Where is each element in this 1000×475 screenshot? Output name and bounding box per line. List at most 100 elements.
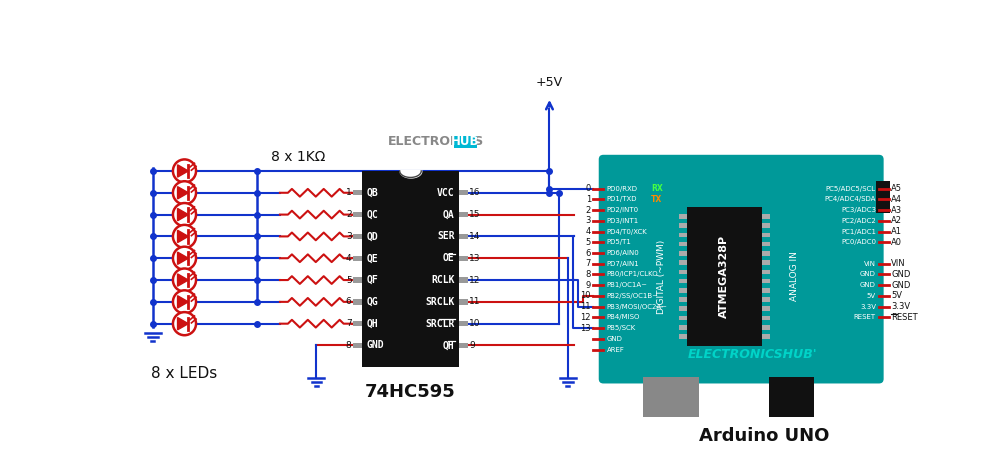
Text: A2: A2 [891,216,902,225]
Text: 1: 1 [346,188,352,197]
Text: A5: A5 [891,184,902,193]
Polygon shape [178,317,188,330]
Text: DIGITAL (~PWM): DIGITAL (~PWM) [657,239,666,314]
Bar [762,260,770,265]
Bar [762,279,770,284]
Text: PC1/ADC1: PC1/ADC1 [841,228,876,235]
Text: SRCLR: SRCLR [425,319,455,329]
Text: QD: QD [366,231,378,241]
Bar [679,288,687,293]
Text: 2: 2 [346,210,352,219]
Text: 1: 1 [586,195,591,204]
Text: VCC: VCC [437,188,455,198]
Bar [459,299,468,304]
Text: 10: 10 [581,292,591,301]
Text: PD1/TXD: PD1/TXD [606,196,637,202]
Text: Arduino UNO: Arduino UNO [699,427,829,445]
Bar [353,190,362,196]
Text: 7: 7 [346,319,352,328]
Text: 9: 9 [586,281,591,290]
Bar [459,321,468,326]
Bar [762,233,770,237]
Text: PC5/ADC5/SCL: PC5/ADC5/SCL [826,186,876,192]
Text: VIN: VIN [891,259,906,268]
Bar [679,233,687,237]
Text: SRCLK: SRCLK [425,297,455,307]
Text: PC4/ADC4/SDA: PC4/ADC4/SDA [825,196,876,202]
Bar [679,251,687,256]
Text: 6: 6 [346,297,352,306]
Text: 3.3V: 3.3V [860,304,876,310]
Bar [459,190,468,196]
Bar [679,242,687,247]
Bar [362,171,459,367]
Bar [353,212,362,217]
Text: PB1/OC1A~: PB1/OC1A~ [606,282,647,288]
Bar [679,316,687,320]
Circle shape [173,247,196,270]
Text: TX: TX [651,195,662,204]
Text: 4: 4 [586,227,591,236]
Bar [459,277,468,283]
Bar [679,223,687,228]
Circle shape [173,268,196,292]
Bar [679,325,687,330]
Bar [762,306,770,311]
Polygon shape [178,296,188,308]
Bar [353,321,362,326]
Text: QH: QH [366,319,378,329]
Text: 4: 4 [346,254,352,263]
Text: A0: A0 [891,238,902,247]
Bar [459,256,468,261]
Bar [679,297,687,302]
Polygon shape [178,252,188,265]
Bar [459,343,468,348]
Text: PD7/AIN1: PD7/AIN1 [606,261,639,267]
Text: 10: 10 [469,319,481,328]
Text: 3: 3 [586,216,591,225]
Text: RX: RX [651,184,663,193]
Text: QB: QB [366,188,378,198]
Text: A4: A4 [891,195,902,204]
Text: QG: QG [366,297,378,307]
Text: 8 x LEDs: 8 x LEDs [151,366,218,381]
Text: ELECTRONICSHUB': ELECTRONICSHUB' [688,348,818,361]
Text: PB0/ICP1/CLKO: PB0/ICP1/CLKO [606,272,658,277]
Circle shape [173,290,196,314]
Bar [762,242,770,247]
Bar [762,223,770,228]
Text: PB3/MOSI/OC2A~: PB3/MOSI/OC2A~ [606,304,667,310]
Circle shape [173,160,196,182]
Text: 12: 12 [581,313,591,322]
Bar [353,234,362,239]
Text: 0: 0 [586,184,591,193]
Text: 13: 13 [469,254,481,263]
Bar [679,269,687,274]
Circle shape [173,312,196,335]
Text: PD3/INT1: PD3/INT1 [606,218,639,224]
Circle shape [173,203,196,226]
Bar [679,260,687,265]
Text: 16: 16 [469,188,481,197]
Text: GND: GND [860,272,876,277]
Text: +5V: +5V [536,76,563,89]
Bar [643,377,699,418]
Text: RESET: RESET [854,314,876,321]
Text: PC0/ADC0: PC0/ADC0 [841,239,876,245]
Text: QA: QA [443,209,455,219]
Text: 8: 8 [586,270,591,279]
Text: PB5/SCK: PB5/SCK [606,325,636,331]
Text: 8: 8 [346,341,352,350]
Text: GND: GND [606,336,622,342]
Text: 5V: 5V [867,293,876,299]
Text: GND: GND [891,270,911,279]
Text: 11: 11 [581,302,591,311]
Bar [762,325,770,330]
Text: QF: QF [366,275,378,285]
Text: 5V: 5V [891,292,902,301]
Text: VIN: VIN [864,261,876,267]
Text: 5: 5 [346,276,352,285]
Text: OE: OE [443,253,455,263]
Bar [762,269,770,274]
Text: PD0/RXD: PD0/RXD [606,186,637,192]
